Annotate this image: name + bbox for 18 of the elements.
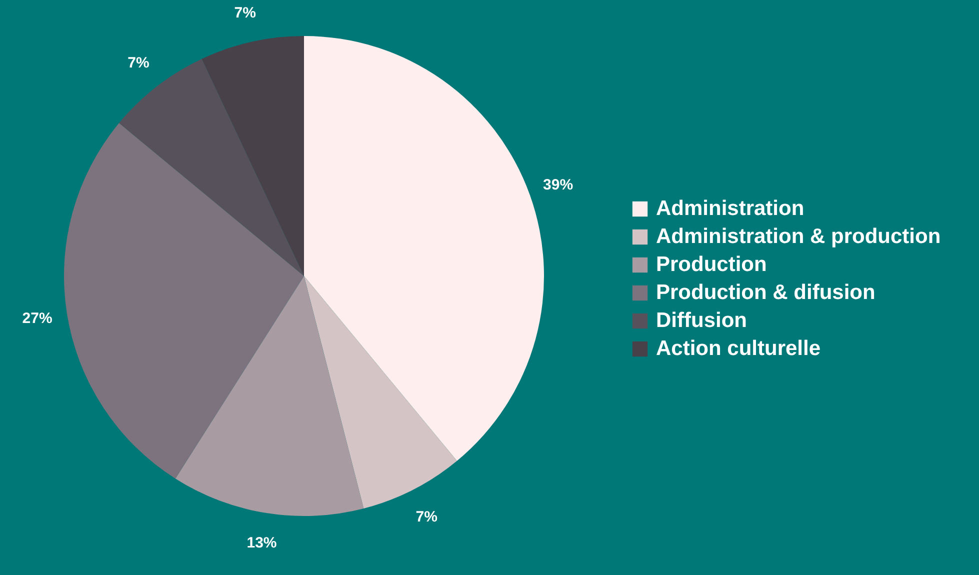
pie-slice — [202, 36, 304, 276]
legend-label: Production & difusion — [656, 281, 876, 304]
pie-slice — [64, 123, 304, 479]
data-label: 13% — [246, 534, 277, 552]
pie-slice — [175, 276, 364, 516]
data-label: 27% — [22, 310, 52, 328]
pie-slice — [304, 276, 457, 508]
legend-label: Diffusion — [656, 309, 747, 332]
pie-slice — [119, 58, 304, 276]
legend-label: Production — [656, 253, 767, 276]
pie-slice — [304, 36, 544, 461]
legend-label: Administration — [656, 197, 804, 220]
legend-label: Action culturelle — [656, 337, 821, 360]
data-label: 7% — [234, 4, 256, 22]
data-label: 7% — [128, 54, 150, 72]
data-label: 39% — [543, 176, 574, 194]
data-label: 7% — [416, 508, 438, 526]
legend-label: Administration & production — [656, 225, 941, 248]
